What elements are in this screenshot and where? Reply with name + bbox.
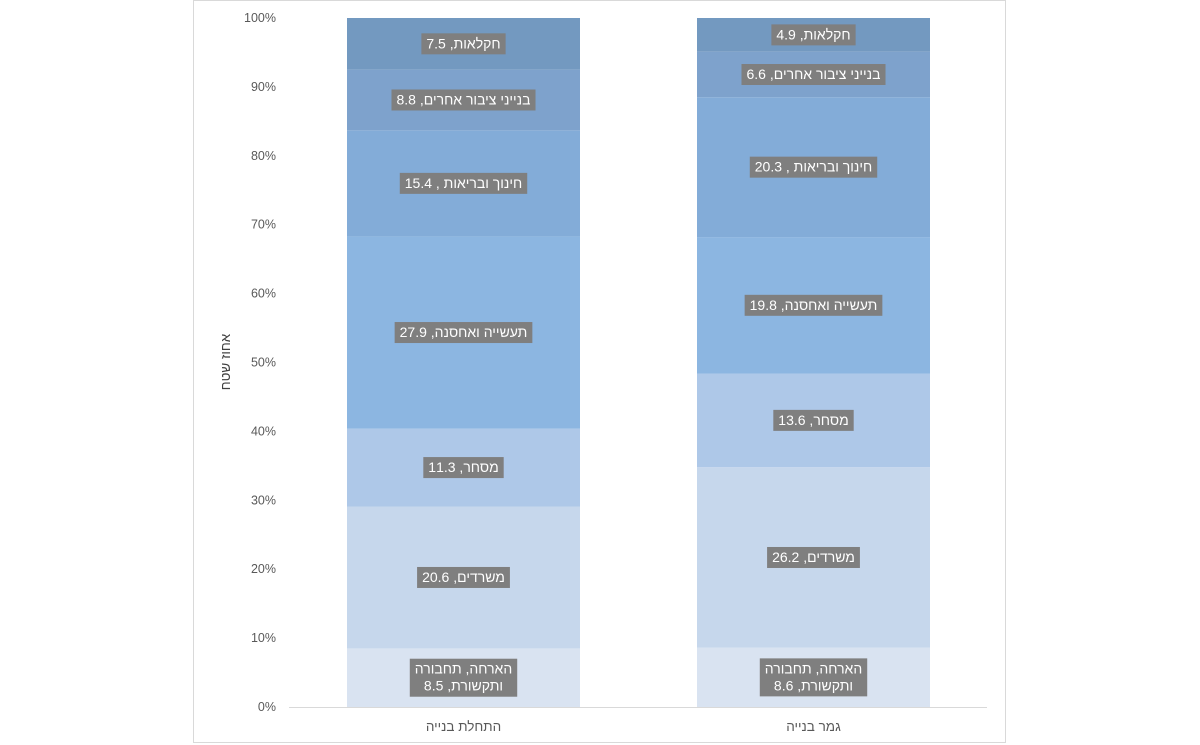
- data-label: בנייני ציבור אחרים, 8.8: [396, 91, 530, 107]
- y-tick-label: 100%: [244, 11, 276, 25]
- data-label-box: [767, 546, 860, 568]
- y-tick-label: 10%: [251, 631, 276, 645]
- data-label: משרדים, 20.6: [422, 569, 505, 585]
- data-label: חקלאות, 7.5: [426, 35, 500, 51]
- y-tick-label: 70%: [251, 218, 276, 232]
- data-label: הארחה, תחבורה: [765, 660, 862, 676]
- data-label-box: [421, 33, 506, 55]
- y-axis-label: אחוז שטח: [218, 333, 233, 390]
- chart-frame: [193, 0, 1006, 743]
- y-tick-label: 50%: [251, 356, 276, 370]
- bars: [347, 18, 930, 707]
- data-label-box: [417, 566, 510, 588]
- data-label: חינוך ובריאות , 15.4: [405, 175, 522, 191]
- y-tick-label: 30%: [251, 493, 276, 507]
- data-label-box: [771, 24, 856, 46]
- data-label: חינוך ובריאות , 20.3: [755, 159, 872, 175]
- data-label: ותקשורת, 8.6: [774, 677, 853, 693]
- y-tick-label: 20%: [251, 562, 276, 576]
- x-axis-categories: התחלת בנייה גמר בנייה: [426, 719, 841, 734]
- data-label-box: [394, 322, 533, 344]
- x-category-label: גמר בנייה: [786, 719, 841, 734]
- data-label: משרדים, 26.2: [772, 549, 855, 565]
- y-tick-label: 40%: [251, 424, 276, 438]
- y-tick-label: 90%: [251, 80, 276, 94]
- data-label-box: [759, 658, 868, 697]
- data-label: בנייני ציבור אחרים, 6.6: [746, 66, 880, 82]
- data-label: חקלאות, 4.9: [776, 26, 850, 42]
- y-axis-ticks: 0% 10% 20% 30% 40% 50% 60% 70% 80% 90% 100%: [244, 11, 276, 714]
- y-tick-label: 0%: [258, 700, 276, 714]
- data-label-box: [744, 294, 883, 316]
- data-label: ותקשורת, 8.5: [424, 678, 503, 694]
- data-label-box: [423, 457, 504, 479]
- data-label-box: [773, 409, 854, 431]
- data-label: תעשייה ואחסנה, 19.8: [750, 297, 878, 313]
- data-label-box: [391, 89, 536, 111]
- y-tick-label: 80%: [251, 149, 276, 163]
- data-label-box: [741, 63, 886, 85]
- data-label-box: [399, 172, 528, 194]
- data-label: מסחר, 13.6: [778, 412, 848, 428]
- data-label: הארחה, תחבורה: [415, 661, 512, 677]
- data-label: מסחר, 11.3: [428, 459, 498, 475]
- data-label: תעשייה ואחסנה, 27.9: [400, 324, 528, 340]
- data-label-box: [749, 156, 878, 178]
- data-label-box: [409, 658, 518, 697]
- y-tick-label: 60%: [251, 287, 276, 301]
- x-category-label: התחלת בנייה: [426, 719, 501, 734]
